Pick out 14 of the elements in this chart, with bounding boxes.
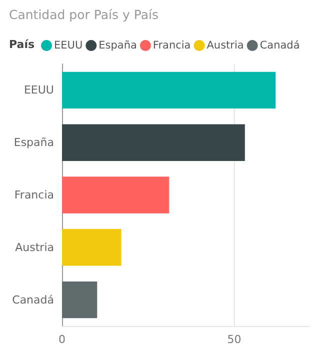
x-tick-label: 50: [227, 333, 242, 346]
legend-label: Francia: [152, 40, 191, 52]
x-tick-label: 0: [58, 333, 66, 346]
legend-title: País: [9, 38, 35, 51]
y-tick-label: Canadá: [12, 293, 54, 306]
legend-label: España: [98, 40, 137, 52]
legend-label: EEUU: [54, 40, 83, 52]
y-tick-label: España: [14, 136, 54, 150]
chart-title: Cantidad por País y País: [9, 7, 158, 22]
y-tick-label: EEUU: [24, 84, 54, 97]
legend-label: Canadá: [260, 40, 300, 52]
y-tick-label: Austria: [15, 240, 54, 254]
legend-label: Austria: [206, 40, 244, 52]
y-tick-label: Francia: [14, 188, 54, 202]
